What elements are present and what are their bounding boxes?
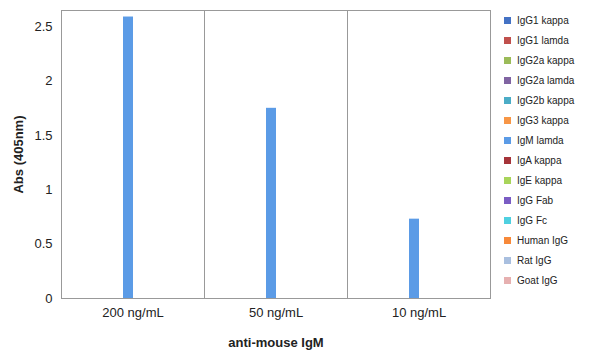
svg-text:50 ng/mL: 50 ng/mL <box>249 305 303 320</box>
html-text:Goat IgG: Goat IgG <box>517 274 558 286</box>
svg-text:2: 2 <box>45 73 52 88</box>
svg-text:10 ng/mL: 10 ng/mL <box>392 305 446 320</box>
html-text:IgG2a kappa: IgG2a kappa <box>517 54 575 66</box>
html-text:IgE kappa: IgE kappa <box>517 174 562 186</box>
svg-text:0: 0 <box>45 291 52 306</box>
svg-text:2.5: 2.5 <box>34 19 52 34</box>
html-text:IgG3 kappa: IgG3 kappa <box>517 114 569 126</box>
svg-text:anti-mouse IgM: anti-mouse IgM <box>228 335 323 350</box>
html-text:IgG1 kappa: IgG1 kappa <box>517 14 569 26</box>
html-text:Rat IgG: Rat IgG <box>517 254 552 266</box>
svg-text:0.5: 0.5 <box>34 236 52 251</box>
html-text:IgG2b kappa: IgG2b kappa <box>517 94 575 106</box>
svg-text:Abs (405nm): Abs (405nm) <box>11 115 26 193</box>
html-text:IgG2a lamda: IgG2a lamda <box>517 74 575 86</box>
svg-text:200 ng/mL: 200 ng/mL <box>102 305 163 320</box>
html-text:IgG Fab: IgG Fab <box>517 194 554 206</box>
svg-text:1: 1 <box>45 182 52 197</box>
html-text:Human IgG: Human IgG <box>517 234 569 246</box>
html-text:IgM lamda: IgM lamda <box>517 134 564 146</box>
html-text:IgG1 lamda: IgG1 lamda <box>517 34 569 46</box>
svg-text:1.5: 1.5 <box>34 128 52 143</box>
html-text:IgG Fc: IgG Fc <box>517 214 547 226</box>
html-text:IgA kappa: IgA kappa <box>517 154 562 166</box>
